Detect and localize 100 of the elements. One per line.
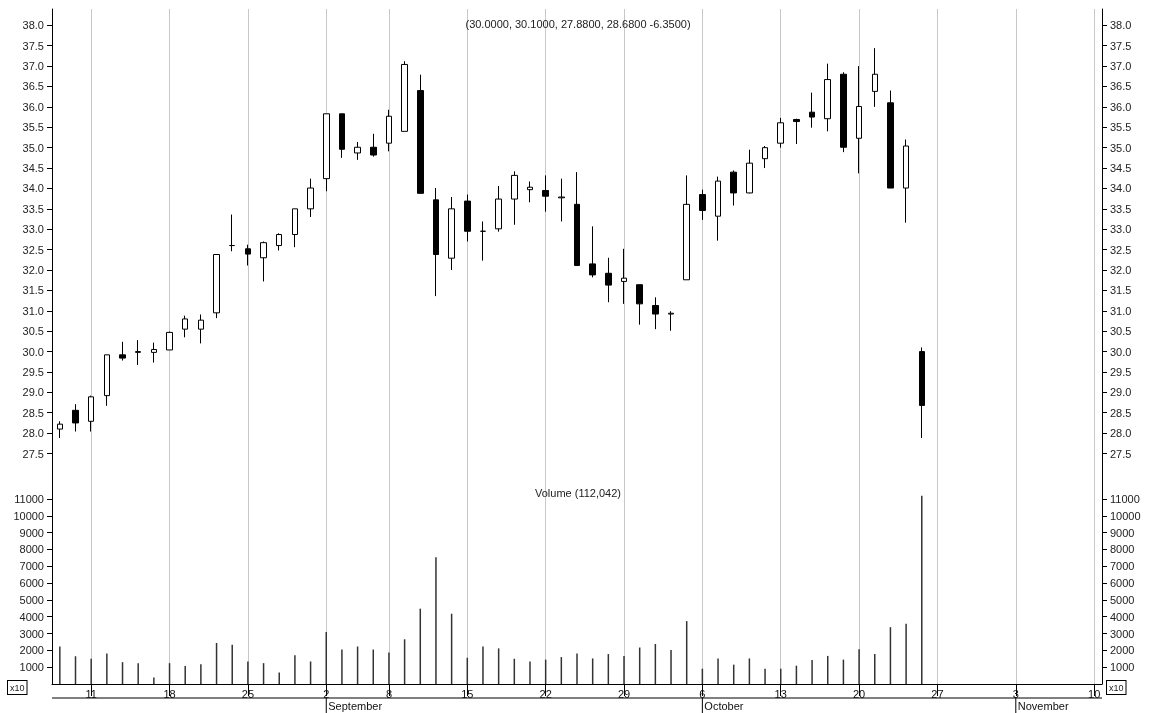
- y-axis-title: x10: [10, 682, 25, 693]
- candlestick: [182, 315, 188, 338]
- candlestick: [903, 139, 909, 224]
- x-tick-label: 8: [385, 687, 392, 700]
- candlestick: [417, 74, 424, 194]
- candlestick: [57, 420, 63, 439]
- y-tick-label: 1000: [19, 661, 44, 674]
- y2-tick-label: 11000: [1110, 493, 1140, 506]
- y-tick-label: 30.0: [22, 345, 44, 358]
- candlestick: [840, 71, 847, 153]
- y-tick-label: 36.0: [22, 100, 44, 113]
- candlestick: [260, 240, 267, 282]
- y-tick-label: 34.5: [22, 162, 44, 175]
- candlestick: [151, 342, 157, 364]
- candlestick: [72, 403, 79, 433]
- y2-tick-label: 5000: [1110, 593, 1135, 606]
- y-tick-label: 32.5: [22, 243, 44, 256]
- x-tick-label: 10: [1088, 687, 1101, 700]
- candlestick: [386, 109, 392, 152]
- candlestick: [307, 178, 314, 218]
- y-tick-label: 33.0: [22, 223, 44, 236]
- candlestick: [621, 248, 627, 305]
- x-tick-label: 29: [617, 687, 631, 700]
- x-tick-label: 3: [1012, 687, 1019, 700]
- candlestick: [919, 347, 925, 439]
- candlestick: [589, 225, 596, 278]
- y-tick-label: 29.0: [22, 386, 44, 399]
- candlestick: [777, 117, 784, 149]
- candlestick: [809, 92, 815, 129]
- y-tick-label: 11000: [14, 493, 44, 506]
- candlestick: [166, 331, 173, 351]
- y-tick-label: 32.0: [22, 264, 44, 277]
- y2-tick-label: 8000: [1110, 543, 1135, 556]
- y2-tick-label: 37.5: [1110, 39, 1132, 52]
- y2-tick-label: 35.5: [1110, 121, 1132, 134]
- candlestick: [213, 254, 220, 319]
- y2-tick-label: 30.0: [1110, 345, 1132, 358]
- candlestick: [887, 90, 894, 189]
- y2-tick-label: 27.5: [1110, 447, 1132, 460]
- candlestick: [856, 65, 862, 174]
- candlestick: [574, 171, 580, 267]
- y-tick-label: 29.5: [22, 365, 44, 378]
- text: (30.0000, 30.1000, 27.8800, 28.6800 -6.3500): [465, 17, 691, 30]
- y-tick-label: 5000: [19, 593, 44, 606]
- candlestick: [88, 395, 94, 433]
- y-tick-label: 38.0: [22, 19, 44, 32]
- y2-tick-label: 34.0: [1110, 182, 1132, 195]
- candlestick: [730, 170, 737, 207]
- y-tick-label: 30.5: [22, 325, 44, 338]
- y-tick-label: 37.0: [22, 60, 44, 73]
- y-tick-label: 8000: [19, 543, 44, 556]
- y2-tick-label: 2000: [1110, 644, 1135, 657]
- x-tick-label: 11: [85, 687, 97, 700]
- candlestick: [793, 118, 800, 145]
- y2-tick-label: 38.0: [1110, 19, 1132, 32]
- x-tick-label: 27: [931, 687, 944, 700]
- candlestick: [527, 181, 533, 203]
- candlestick: [229, 214, 235, 252]
- y2-tick-label: 31.0: [1110, 304, 1132, 317]
- y2-tick-label: 30.5: [1110, 325, 1132, 338]
- candlestick: [511, 170, 518, 226]
- candlestick: [746, 149, 753, 194]
- y-tick-label: 35.0: [22, 141, 44, 154]
- y-tick-label: 2000: [19, 644, 44, 657]
- y-tick-label: 36.5: [22, 80, 44, 93]
- candlestick: [762, 145, 768, 169]
- y2-tick-label: 28.0: [1110, 427, 1132, 440]
- x-tick-label: 15: [461, 687, 474, 700]
- text: Volume (112,042): [534, 486, 622, 499]
- candlestick: [370, 133, 377, 158]
- y2-tick-label: 29.5: [1110, 365, 1132, 378]
- y2-tick-label: 7000: [1110, 560, 1135, 573]
- y2-tick-label: 33.0: [1110, 223, 1132, 236]
- candlestick: [495, 185, 502, 233]
- y-tick-label: 33.5: [22, 202, 44, 215]
- candlestick: [542, 174, 549, 213]
- y-tick-label: 31.5: [22, 284, 44, 297]
- candlestick: [872, 47, 878, 108]
- y-tick-label: 9000: [19, 526, 44, 539]
- candlestick: [636, 284, 643, 326]
- candlestick: [354, 141, 361, 161]
- x-tick-label: 2: [323, 687, 330, 700]
- y2-tick-label: 31.5: [1110, 284, 1132, 297]
- x-tick-label: 20: [852, 687, 866, 700]
- candlestick: [292, 208, 298, 248]
- x-tick-label: 18: [163, 687, 176, 700]
- candlestick: [198, 313, 204, 344]
- candlestick: [683, 174, 690, 281]
- candlestick: [433, 187, 439, 297]
- x-tick-label: 6: [699, 687, 706, 700]
- y2-tick-label: 37.0: [1110, 60, 1132, 73]
- y-tick-label: 4000: [19, 610, 44, 623]
- y2-tick-label: 3000: [1110, 627, 1135, 640]
- x-tick-label: 22: [539, 687, 552, 700]
- y2-tick-label: 10000: [1110, 509, 1141, 522]
- candlestick: [464, 194, 471, 242]
- candlestick: [276, 232, 282, 251]
- y2-tick-label: 1000: [1110, 661, 1135, 674]
- candlestick: [135, 339, 141, 366]
- text: November: [1017, 699, 1069, 712]
